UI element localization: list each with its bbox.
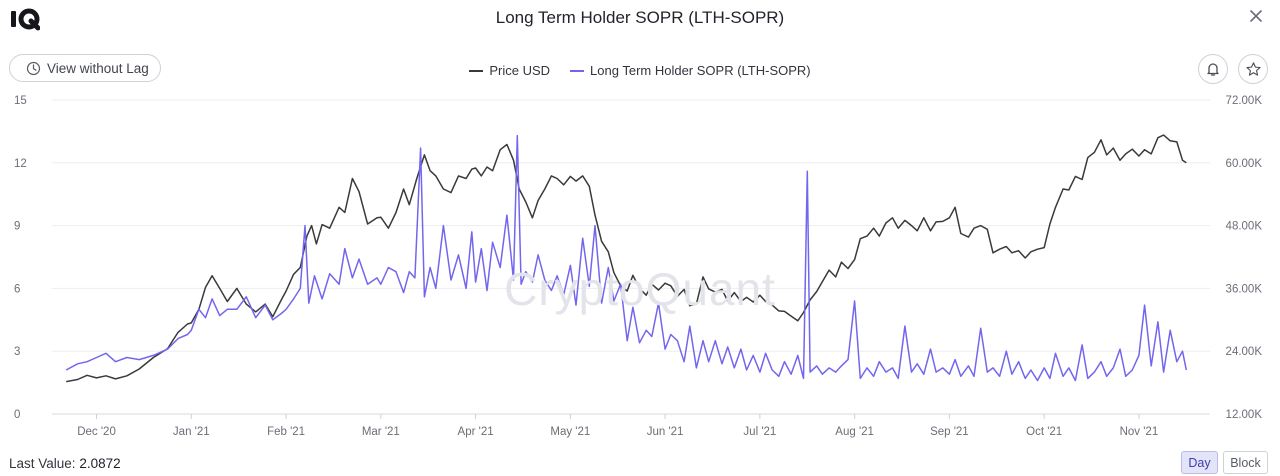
legend-swatch-lth-sopr: [570, 69, 585, 72]
left-tick-label: 3: [14, 346, 20, 358]
legend-label-lth-sopr: Long Term Holder SOPR (LTH-SOPR): [590, 63, 811, 78]
right-tick-label: 48.00K: [1226, 221, 1263, 233]
x-tick-label: Jun '21: [647, 426, 684, 438]
grid-lines: [52, 99, 1210, 415]
left-tick-label: 15: [14, 95, 27, 107]
right-tick-label: 60.00K: [1226, 158, 1263, 170]
x-tick-label: Apr '21: [458, 426, 494, 438]
legend-swatch-price: [469, 69, 484, 72]
x-tick-label: Jul '21: [743, 426, 776, 438]
left-tick-label: 9: [14, 221, 20, 233]
right-tick-label: 12.00K: [1226, 409, 1263, 421]
view-without-lag-button[interactable]: View without Lag: [9, 54, 161, 82]
block-toggle-button[interactable]: Block: [1223, 451, 1268, 474]
close-icon[interactable]: [1246, 6, 1266, 26]
x-tick-label: Jan '21: [173, 426, 210, 438]
price-usd-line: [66, 134, 1187, 383]
page-title: Long Term Holder SOPR (LTH-SOPR): [495, 8, 785, 27]
x-tick-label: Feb '21: [267, 426, 305, 438]
legend-item-lth-sopr[interactable]: Long Term Holder SOPR (LTH-SOPR): [570, 63, 811, 78]
last-value-number: 2.0872: [79, 456, 121, 471]
legend-label-price: Price USD: [489, 63, 551, 78]
x-tick-label: Sep '21: [930, 426, 969, 438]
alert-button[interactable]: [1198, 54, 1228, 84]
legend-item-price[interactable]: Price USD: [469, 63, 550, 78]
x-tick-label: Aug '21: [835, 426, 874, 438]
day-toggle-button[interactable]: Day: [1181, 451, 1218, 474]
x-tick-label: Mar '21: [362, 426, 400, 438]
right-axis-ticks: 12.00K 24.00K 36.00K 48.00K 60.00K 72.00K: [1226, 95, 1263, 421]
right-tick-label: 72.00K: [1226, 95, 1263, 107]
x-tick-label: May '21: [550, 426, 590, 438]
x-tick-label: Oct '21: [1026, 426, 1062, 438]
cryptoquant-logo-icon[interactable]: [10, 7, 40, 31]
lth-sopr-line: [65, 134, 1188, 382]
series-lines: [65, 134, 1188, 383]
star-icon: [1245, 61, 1261, 76]
left-axis-ticks: 0 3 6 9 12 15: [14, 95, 27, 421]
last-value: Last Value: 2.0872: [9, 456, 121, 471]
chart-area[interactable]: 0 3 6 9 12 15 12.00K 24.00K 36.00K 48.00K 60.00K 7…: [0, 88, 1280, 440]
favorite-button[interactable]: [1238, 54, 1268, 84]
x-tick-label: Nov '21: [1120, 426, 1159, 438]
left-tick-label: 0: [14, 409, 20, 421]
left-tick-label: 6: [14, 283, 20, 295]
view-without-lag-label: View without Lag: [47, 60, 149, 76]
last-value-label: Last Value:: [9, 456, 76, 471]
x-axis-ticks: Dec '20 Jan '21 Feb '21 Mar '21 Apr '21 May '…: [77, 414, 1158, 438]
chart-legend: Price USD Long Term Holder SOPR (LTH-SOP…: [0, 63, 1280, 78]
bell-icon: [1207, 63, 1219, 76]
clock-icon: [26, 61, 41, 75]
x-tick-label: Dec '20: [77, 426, 116, 438]
left-tick-label: 12: [14, 158, 27, 170]
right-tick-label: 36.00K: [1226, 283, 1263, 295]
right-tick-label: 24.00K: [1226, 346, 1263, 358]
